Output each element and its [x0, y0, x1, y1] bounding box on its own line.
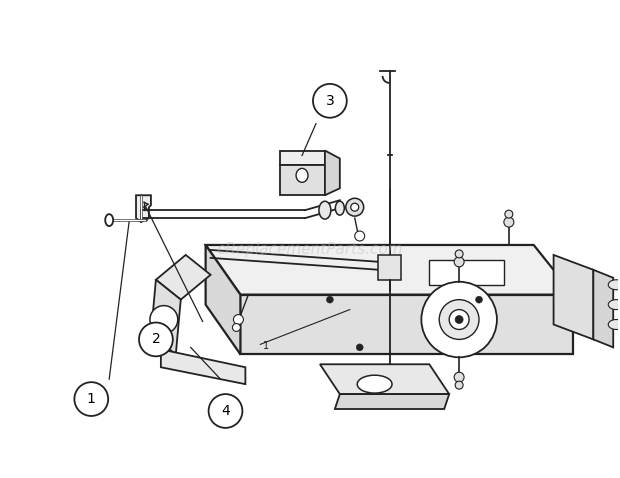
Polygon shape [280, 151, 325, 165]
Circle shape [232, 324, 241, 331]
Circle shape [455, 381, 463, 389]
Ellipse shape [319, 201, 331, 219]
Ellipse shape [357, 375, 392, 393]
Ellipse shape [608, 319, 620, 329]
Text: 3: 3 [326, 94, 334, 108]
Circle shape [504, 217, 514, 227]
Polygon shape [241, 294, 574, 354]
Polygon shape [593, 270, 613, 348]
Polygon shape [378, 255, 402, 280]
Circle shape [454, 372, 464, 382]
Ellipse shape [296, 168, 308, 182]
Text: eReplacementParts.com: eReplacementParts.com [216, 242, 404, 258]
Polygon shape [161, 349, 246, 384]
Polygon shape [325, 151, 340, 195]
Polygon shape [554, 255, 593, 339]
Circle shape [326, 296, 334, 303]
Polygon shape [136, 195, 151, 222]
Circle shape [139, 323, 173, 356]
Polygon shape [206, 245, 241, 354]
Circle shape [455, 250, 463, 258]
Circle shape [150, 305, 178, 334]
Polygon shape [156, 255, 211, 300]
Circle shape [208, 394, 242, 428]
Circle shape [422, 282, 497, 358]
Circle shape [355, 231, 365, 241]
Text: 4: 4 [221, 404, 230, 418]
Text: 2: 2 [151, 332, 161, 347]
Circle shape [476, 296, 482, 303]
Ellipse shape [608, 300, 620, 310]
Ellipse shape [105, 214, 113, 226]
Polygon shape [280, 165, 325, 195]
Circle shape [356, 344, 363, 351]
Circle shape [313, 84, 347, 118]
Circle shape [455, 315, 463, 324]
Polygon shape [335, 394, 449, 409]
Circle shape [351, 203, 359, 211]
Circle shape [505, 210, 513, 218]
Ellipse shape [335, 201, 344, 215]
Circle shape [234, 315, 244, 325]
Polygon shape [429, 260, 504, 285]
Ellipse shape [608, 280, 620, 290]
Polygon shape [320, 364, 449, 394]
Polygon shape [151, 280, 181, 354]
Polygon shape [206, 245, 574, 294]
Text: 1: 1 [87, 392, 95, 406]
Circle shape [346, 198, 364, 216]
Circle shape [454, 257, 464, 267]
Circle shape [449, 310, 469, 329]
Text: 1: 1 [264, 341, 270, 351]
Circle shape [439, 300, 479, 339]
Circle shape [74, 382, 108, 416]
